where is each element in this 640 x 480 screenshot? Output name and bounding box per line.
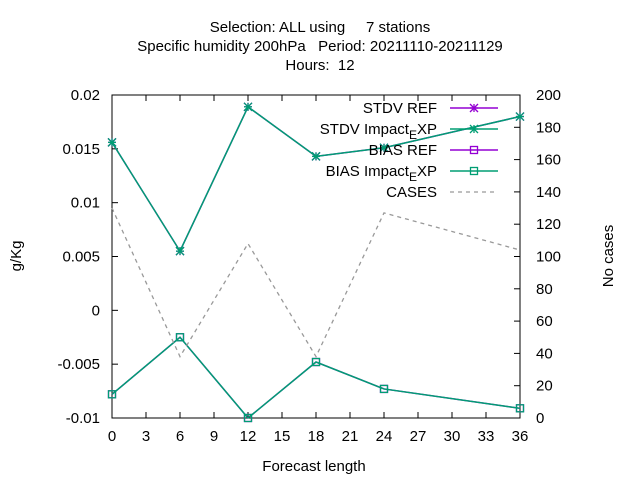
data-point [243,413,253,423]
y-tick-label: -0.01 [66,410,100,427]
legend-label-sub: E [409,170,417,184]
legend-item: STDV ImpactEXP [320,121,498,142]
legend-marker [469,103,479,113]
plot-area [111,94,521,419]
legend-marker [469,145,479,155]
data-point [243,102,253,112]
y-tick-label: 0.02 [71,87,100,104]
series-line [111,207,521,359]
legend-label: BIAS ImpactEXP [326,163,437,184]
chart-title-line: Specific humidity 200hPa Period: 2021111… [137,38,503,55]
y-axis-ticks: -0.01 -0.005 0 0.005 0.01 0.015 0.02 [57,87,118,427]
data-point [515,112,525,121]
legend-label-part: XP [417,163,437,180]
x-tick-label: 33 [478,428,495,445]
series-0 [107,102,525,256]
y2-tick-label: 100 [536,249,561,266]
series-line [111,336,521,420]
x-tick-label: 6 [176,428,184,445]
y2-tick-label: 200 [536,87,561,104]
marker-stroke [311,151,321,161]
data-point [175,333,185,342]
series-line [111,105,521,253]
data-point [175,246,185,256]
x-tick-label: 0 [108,428,116,445]
y2-tick-label: 120 [536,216,561,233]
data-point [107,390,117,399]
legend-marker [469,166,479,176]
y-tick-label: 0 [92,302,100,319]
legend-item: CASES [386,184,498,201]
chart-title-line: Selection: ALL using 7 stations [210,19,430,36]
legend-label-part: BIAS Impact [326,163,410,180]
x-tick-label: 24 [376,428,393,445]
series-4 [111,207,521,359]
y-axis-label: g/Kg [8,241,25,272]
legend-label-part: STDV Impact [320,121,410,138]
plot-border [111,94,521,419]
x-tick-label: 9 [210,428,218,445]
y2-tick-label: 20 [536,378,553,395]
y-tick-label: 0.005 [62,249,100,266]
marker-stroke [107,137,117,147]
marker-stroke [469,124,479,134]
series-1 [107,102,525,256]
x-tick-label: 27 [410,428,427,445]
legend-item: BIAS ImpactEXP [326,163,498,184]
marker-stroke [175,246,185,256]
y2-axis-ticks: 0 20 40 60 80 100 120 140 160 180 200 [514,87,561,427]
x-tick-label: 30 [444,428,461,445]
y2-tick-label: 40 [536,345,553,362]
x-axis-label: Forecast length [262,458,365,475]
y2-tick-label: 0 [536,410,544,427]
legend-marker [469,124,479,134]
legend-label: BIAS REF [369,142,437,159]
legend-label: STDV REF [363,100,437,117]
x-tick-label: 12 [240,428,257,445]
legend-label-sub: E [409,128,417,142]
x-tick-label: 36 [512,428,529,445]
series-line [111,336,521,420]
data-point [379,143,389,153]
marker-stroke [379,143,389,153]
y2-tick-label: 60 [536,313,553,330]
series-3 [107,333,525,423]
legend-item: STDV REF [363,100,498,117]
legend-item: BIAS REF [369,142,498,159]
y2-tick-label: 80 [536,281,553,298]
series-group [107,102,525,423]
y2-axis-label: No cases [600,225,617,288]
legend-label: STDV ImpactEXP [320,121,437,142]
legend-label: CASES [386,184,437,201]
data-point [107,137,117,147]
y2-tick-label: 160 [536,152,561,169]
x-tick-label: 21 [342,428,359,445]
y-tick-label: 0.01 [71,195,100,212]
y2-tick-label: 180 [536,119,561,136]
marker-stroke [515,112,525,121]
data-point [515,404,525,413]
x-tick-label: 15 [274,428,291,445]
x-axis-ticks: 0 3 6 9 12 15 18 21 24 27 30 33 36 [108,95,529,445]
x-tick-label: 3 [142,428,150,445]
marker-stroke [469,103,479,113]
y-tick-label: -0.005 [57,356,100,373]
data-point [311,151,321,161]
marker-stroke [243,102,253,112]
legend-label-part: XP [417,121,437,138]
series-2 [107,333,525,423]
data-point [311,357,321,367]
chart-title: Selection: ALL using 7 stations Specific … [137,19,503,74]
y-tick-label: 0.015 [62,141,100,158]
data-point [379,384,389,394]
y2-tick-label: 140 [536,184,561,201]
x-tick-label: 18 [308,428,325,445]
chart-title-line: Hours: 12 [285,57,354,74]
